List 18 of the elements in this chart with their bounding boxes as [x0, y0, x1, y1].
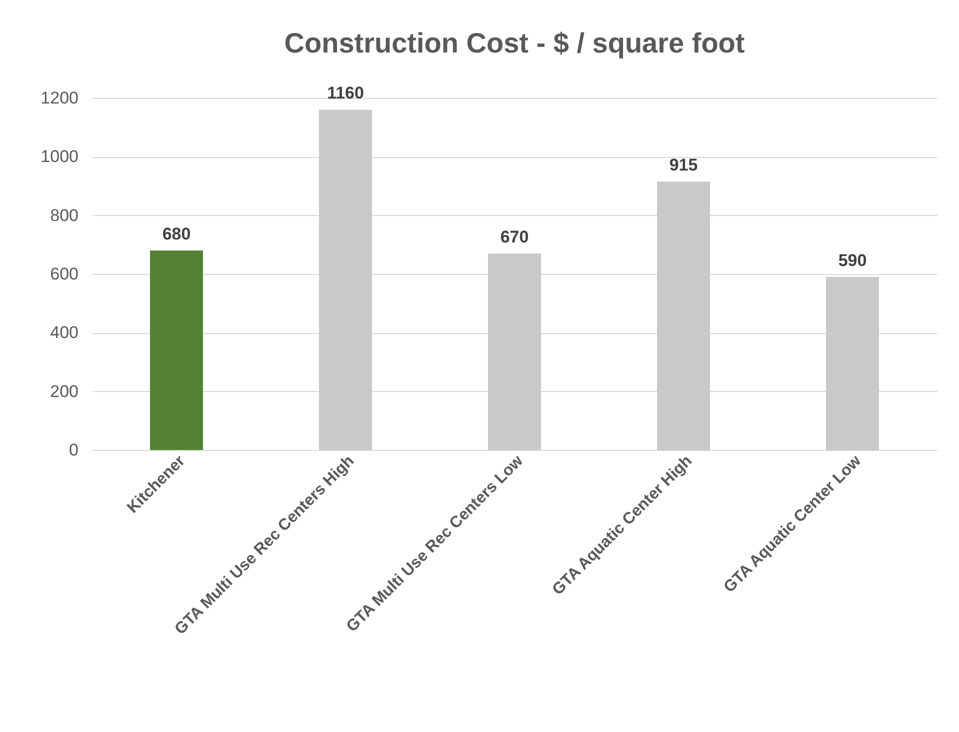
bar: [488, 253, 541, 450]
y-tick-label: 1000: [40, 147, 78, 166]
y-tick-label: 400: [50, 323, 78, 342]
y-tick-label: 600: [50, 264, 78, 284]
y-tick-label: 800: [50, 206, 78, 225]
bar: [150, 250, 203, 450]
data-label: 915: [669, 156, 698, 175]
bar: [826, 276, 879, 450]
bar: [657, 182, 710, 450]
chart-title: Construction Cost - $ / square foot: [284, 28, 745, 59]
y-tick-label: 1200: [40, 88, 78, 108]
y-tick-label: 200: [50, 382, 78, 401]
data-label: 590: [838, 250, 867, 270]
data-label: 1160: [327, 84, 364, 103]
data-label: 680: [162, 224, 191, 244]
bar: [319, 110, 372, 450]
y-tick-label: 0: [69, 440, 78, 460]
data-label: 670: [500, 227, 529, 246]
